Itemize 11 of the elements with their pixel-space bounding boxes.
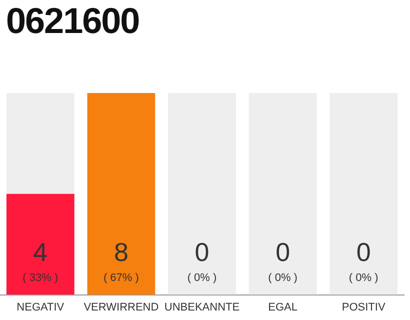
- chart-title: 0621600: [6, 0, 140, 42]
- data-label: 4 ( 33% ): [22, 236, 58, 284]
- data-label: 0 ( 0% ): [348, 236, 378, 284]
- x-tick-label: POSITIV: [342, 301, 386, 314]
- data-label: 8 ( 67% ): [103, 236, 139, 284]
- x-tick-label: NEGATIV: [16, 301, 65, 314]
- x-tick-label: EGAL: [268, 301, 298, 314]
- x-tick-label: VERWIRREND: [84, 301, 159, 314]
- x-tick-label: UNBEKANNTE: [164, 301, 240, 314]
- data-label: 0 ( 0% ): [187, 236, 217, 284]
- data-label: 0 ( 0% ): [268, 236, 298, 284]
